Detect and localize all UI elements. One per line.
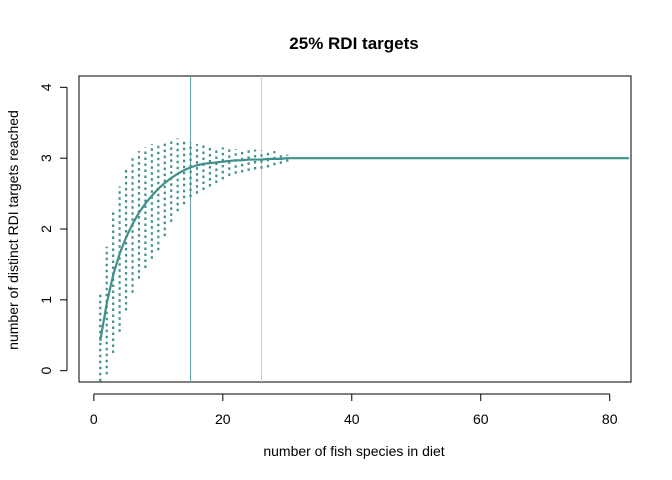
- plot-clip-group: [99, 76, 630, 382]
- series-line: [99, 157, 630, 342]
- y-axis-label: number of distinct RDI targets reached: [5, 110, 21, 350]
- y-tick-label: 1: [38, 296, 54, 304]
- chart-title: 25% RDI targets: [289, 34, 418, 53]
- x-tick-label: 60: [473, 411, 489, 427]
- x-tick-label: 40: [344, 411, 360, 427]
- plot-frame: [78, 75, 632, 383]
- y-tick-label: 4: [38, 83, 54, 91]
- x-tick-label: 80: [602, 411, 618, 427]
- y-tick-label: 3: [38, 154, 54, 162]
- plot-area: 0 20 40 60 80 0 1 2 3 4: [38, 75, 632, 427]
- y-tick-label: 0: [38, 367, 54, 375]
- x-axis-label: number of fish species in diet: [263, 443, 444, 459]
- x-tick-label: 20: [215, 411, 231, 427]
- y-tick-label: 2: [38, 225, 54, 233]
- x-tick-label: 0: [90, 411, 98, 427]
